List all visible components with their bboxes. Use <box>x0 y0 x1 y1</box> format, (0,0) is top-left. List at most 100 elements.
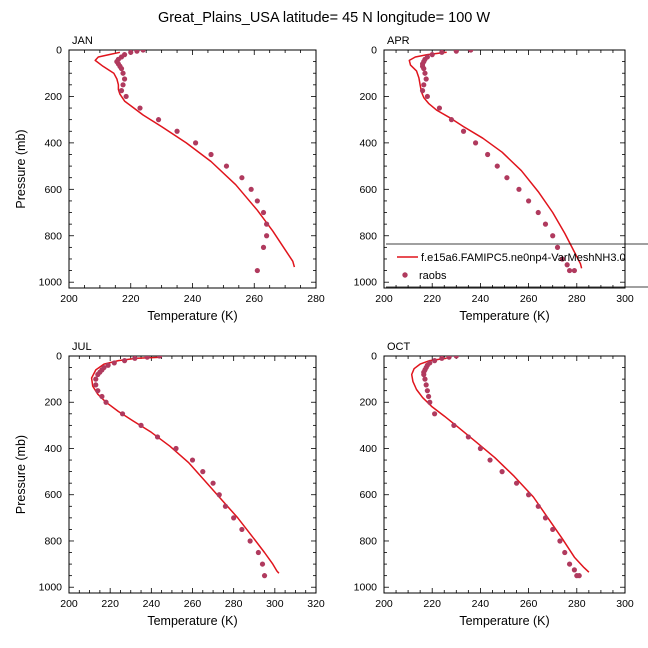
y-tick-label-jan: 200 <box>44 91 62 103</box>
raobs-point-jan <box>223 163 230 169</box>
raobs-point-jan <box>120 82 126 88</box>
raobs-point-jul <box>200 469 206 475</box>
y-tick-label-oct: 400 <box>359 443 377 455</box>
y-tick-label-oct: 0 <box>371 351 377 363</box>
panel-oct: 200 220 240 260 280 300 0 200 400 600 800 1000 OCT Te… <box>354 341 634 628</box>
y-tick-label-jul: 600 <box>44 489 62 501</box>
raobs-point-oct <box>550 526 556 533</box>
raobs-point-apr <box>472 140 479 146</box>
x-tick-label-oct: 300 <box>616 598 634 610</box>
raobs-point-apr <box>485 151 491 158</box>
raobs-point-jan <box>121 76 128 82</box>
raobs-point-apr <box>550 233 556 239</box>
x-tick-label-jul: 220 <box>101 598 119 610</box>
y-axis-label-jan: Pressure (mb) <box>14 129 28 208</box>
raobs-point-apr <box>423 76 429 82</box>
raobs-point-apr <box>516 186 522 192</box>
chart-title: Great_Plains_USA latitude= 45 N longitud… <box>158 10 490 26</box>
x-tick-label-jan: 260 <box>245 293 263 305</box>
y-tick-label-jul: 400 <box>44 443 62 455</box>
raobs-point-apr <box>421 82 427 88</box>
x-tick-label-oct: 280 <box>568 598 586 610</box>
raobs-point-jul <box>121 358 128 364</box>
raobs-point-oct <box>424 388 430 394</box>
raobs-point-oct <box>421 371 427 378</box>
raobs-point-apr <box>566 267 573 274</box>
panel-label-apr: APR <box>387 35 410 47</box>
raobs-point-apr <box>429 52 435 58</box>
panel-label-jan: JAN <box>72 35 93 47</box>
legend: f.e15a6.FAMIPC5.ne0np4-VarMeshNH3.0 raob… <box>386 243 648 288</box>
raobs-point-jul <box>222 503 229 509</box>
x-tick-label-jul: 300 <box>266 598 284 610</box>
y-tick-label-apr: 0 <box>371 45 377 57</box>
raobs-point-jul <box>132 356 138 361</box>
raobs-point-oct <box>576 573 582 579</box>
raobs-point-jan <box>260 244 267 250</box>
raobs-point-jul <box>259 561 266 567</box>
model-line-oct <box>410 357 590 573</box>
x-tick-label-jul: 320 <box>307 598 325 610</box>
panel-label-oct: OCT <box>387 341 411 353</box>
raobs-point-jan <box>254 198 260 204</box>
raobs-point-apr <box>526 198 532 204</box>
raobs-point-apr <box>554 244 561 250</box>
raobs-point-apr <box>421 65 427 72</box>
raobs-point-oct <box>513 480 520 486</box>
raobs-point-jan <box>239 175 245 181</box>
model-line-apr <box>408 51 583 269</box>
plot-frame-jan <box>68 49 317 289</box>
y-tick-label-jul: 1000 <box>39 582 63 594</box>
raobs-point-jan <box>260 209 267 216</box>
raobs-point-jan <box>254 267 260 274</box>
model-line-jan <box>94 51 296 268</box>
data-area-jul <box>90 356 280 579</box>
x-axis-label-oct: Temperature (K) <box>459 614 549 628</box>
y-tick-label-apr: 400 <box>359 137 377 149</box>
raobs-point-jul <box>144 356 150 360</box>
y-tick-label-oct: 600 <box>359 489 377 501</box>
raobs-point-jan <box>192 140 199 146</box>
legend-model-label: f.e15a6.FAMIPC5.ne0np4-VarMeshNH3.0 <box>421 252 626 264</box>
raobs-point-oct <box>566 561 573 567</box>
raobs-point-jul <box>156 356 163 359</box>
raobs-point-oct <box>422 376 428 382</box>
raobs-point-jul <box>173 445 179 452</box>
raobs-point-jul <box>95 371 101 378</box>
raobs-point-oct <box>446 356 452 360</box>
x-tick-label-oct: 240 <box>472 598 490 610</box>
raobs-point-jul <box>189 457 196 463</box>
raobs-point-oct <box>571 567 577 573</box>
plot-frame-oct <box>383 355 626 594</box>
raobs-point-jul <box>95 388 101 394</box>
panel-jul: 200 220 240 260 280 300 320 0 200 400 600 800 1000 JU… <box>14 341 325 628</box>
y-tick-label-oct: 200 <box>359 397 377 409</box>
y-tick-label-apr: 600 <box>359 184 377 196</box>
raobs-point-jul <box>247 538 253 544</box>
panel-jan: 200 220 240 260 280 0 200 400 600 800 1000 JAN Tempe… <box>14 35 325 323</box>
y-tick-label-jan: 0 <box>56 45 62 57</box>
y-tick-label-jan: 1000 <box>39 277 63 289</box>
y-tick-label-jan: 600 <box>44 184 62 196</box>
raobs-point-jan <box>134 50 140 54</box>
x-tick-label-apr: 300 <box>616 293 634 305</box>
raobs-point-oct <box>465 434 471 440</box>
raobs-point-oct <box>542 515 549 521</box>
raobs-point-oct <box>439 356 445 361</box>
raobs-point-apr <box>559 256 565 262</box>
data-area-jan <box>94 50 296 274</box>
y-tick-label-jul: 0 <box>56 351 62 363</box>
y-tick-label-jul: 200 <box>44 397 62 409</box>
y-tick-label-jan: 400 <box>44 137 62 149</box>
panel-label-jul: JUL <box>72 341 92 353</box>
y-tick-label-jan: 800 <box>44 230 62 242</box>
raobs-point-jul <box>103 399 109 405</box>
y-tick-label-oct: 800 <box>359 535 377 547</box>
raobs-point-jan <box>248 186 254 192</box>
x-tick-label-oct: 220 <box>423 598 441 610</box>
raobs-point-oct <box>477 445 483 452</box>
data-area-apr <box>408 50 583 274</box>
y-tick-label-apr: 200 <box>359 91 377 103</box>
y-tick-label-jul: 800 <box>44 535 62 547</box>
